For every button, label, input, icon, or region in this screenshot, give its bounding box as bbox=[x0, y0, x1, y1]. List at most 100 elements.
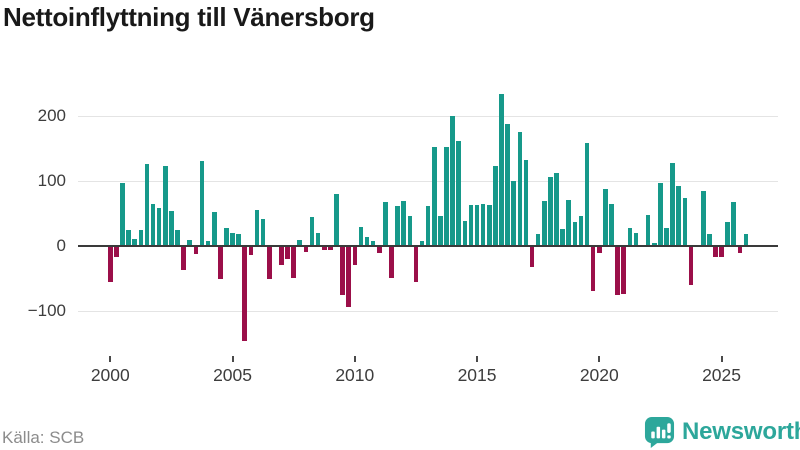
bar bbox=[114, 247, 119, 258]
bar bbox=[236, 234, 241, 246]
bar bbox=[328, 247, 333, 250]
bar bbox=[303, 247, 309, 252]
bar bbox=[108, 247, 113, 283]
bar bbox=[163, 166, 168, 246]
bar bbox=[486, 205, 492, 246]
zero-axis-line bbox=[78, 245, 778, 247]
newsworthy-wordmark: Newsworthy bbox=[682, 418, 800, 445]
x-axis-tick-2005 bbox=[231, 356, 234, 362]
y-axis-label--100: −100 bbox=[27, 301, 66, 320]
bar bbox=[529, 247, 535, 268]
bar bbox=[248, 247, 254, 256]
bar bbox=[713, 247, 718, 257]
bar bbox=[719, 247, 724, 257]
bar bbox=[480, 204, 486, 246]
bar bbox=[175, 230, 180, 246]
bar bbox=[199, 160, 205, 246]
x-axis-label-2020: 2020 bbox=[579, 365, 619, 385]
x-axis-label-2000: 2000 bbox=[90, 365, 130, 385]
bar bbox=[676, 186, 682, 246]
x-axis-label-2025: 2025 bbox=[702, 365, 742, 385]
bar bbox=[266, 247, 272, 279]
bar bbox=[120, 182, 125, 246]
bar bbox=[156, 208, 162, 246]
bar bbox=[743, 234, 749, 246]
bar bbox=[627, 227, 633, 246]
bar bbox=[126, 229, 131, 246]
bar bbox=[340, 247, 345, 296]
bar bbox=[352, 247, 358, 265]
bar bbox=[285, 247, 290, 260]
page-title: Nettoinflyttning till Vänersborg bbox=[3, 2, 375, 32]
bar bbox=[218, 247, 223, 279]
bar bbox=[670, 162, 675, 246]
bar bbox=[383, 201, 388, 246]
x-axis-tick-2000 bbox=[109, 356, 112, 362]
bar bbox=[450, 116, 455, 246]
bar bbox=[609, 203, 614, 246]
bar bbox=[737, 247, 743, 253]
bar bbox=[682, 197, 688, 246]
x-axis-label-2010: 2010 bbox=[335, 365, 375, 385]
bar bbox=[407, 216, 413, 246]
bar bbox=[205, 240, 211, 246]
bar bbox=[315, 233, 321, 246]
bar bbox=[700, 190, 706, 246]
bar bbox=[364, 236, 370, 246]
bar bbox=[334, 194, 339, 246]
bar bbox=[456, 140, 461, 246]
bar bbox=[242, 247, 248, 342]
bar bbox=[260, 218, 266, 246]
y-axis-label-0: 0 bbox=[56, 236, 66, 255]
y-axis-label-100: 100 bbox=[37, 171, 66, 190]
bar bbox=[132, 238, 138, 246]
bar bbox=[578, 216, 584, 246]
bar bbox=[560, 229, 565, 246]
bar bbox=[554, 172, 559, 246]
bar bbox=[566, 199, 572, 246]
bar bbox=[664, 227, 669, 246]
bar bbox=[370, 240, 376, 246]
bar bbox=[187, 240, 193, 246]
bar bbox=[297, 240, 303, 246]
gridline-200 bbox=[78, 116, 778, 117]
bar bbox=[535, 233, 541, 246]
bar bbox=[230, 233, 235, 246]
bar bbox=[603, 188, 608, 246]
bar bbox=[584, 143, 590, 246]
bar bbox=[541, 201, 547, 246]
bar bbox=[493, 166, 498, 246]
bar bbox=[181, 247, 186, 270]
bar bbox=[523, 159, 529, 246]
newsworthy-logo[interactable]: Newsworthy bbox=[644, 415, 800, 449]
bar bbox=[321, 247, 327, 251]
bar bbox=[376, 247, 382, 253]
bar bbox=[621, 247, 627, 295]
bar bbox=[389, 247, 394, 279]
bar bbox=[431, 146, 437, 246]
bar bbox=[548, 177, 553, 246]
bar bbox=[462, 220, 468, 246]
x-axis-label-2005: 2005 bbox=[213, 365, 253, 385]
gridline-100 bbox=[78, 181, 778, 182]
bar bbox=[150, 203, 156, 246]
bar bbox=[590, 247, 596, 291]
bar bbox=[224, 228, 229, 246]
bar bbox=[499, 93, 504, 246]
bar bbox=[731, 201, 737, 246]
bar bbox=[279, 247, 284, 265]
x-axis-tick-2025 bbox=[720, 356, 723, 362]
bar bbox=[309, 216, 315, 246]
bar bbox=[444, 146, 449, 246]
bar bbox=[346, 247, 351, 308]
x-axis-tick-2010 bbox=[353, 356, 356, 362]
bar bbox=[645, 214, 651, 246]
bar bbox=[707, 234, 712, 246]
bar bbox=[395, 206, 400, 246]
bar bbox=[438, 216, 443, 246]
bar bbox=[138, 229, 144, 246]
bar bbox=[474, 205, 480, 246]
bar bbox=[144, 164, 150, 246]
bar bbox=[211, 212, 217, 246]
